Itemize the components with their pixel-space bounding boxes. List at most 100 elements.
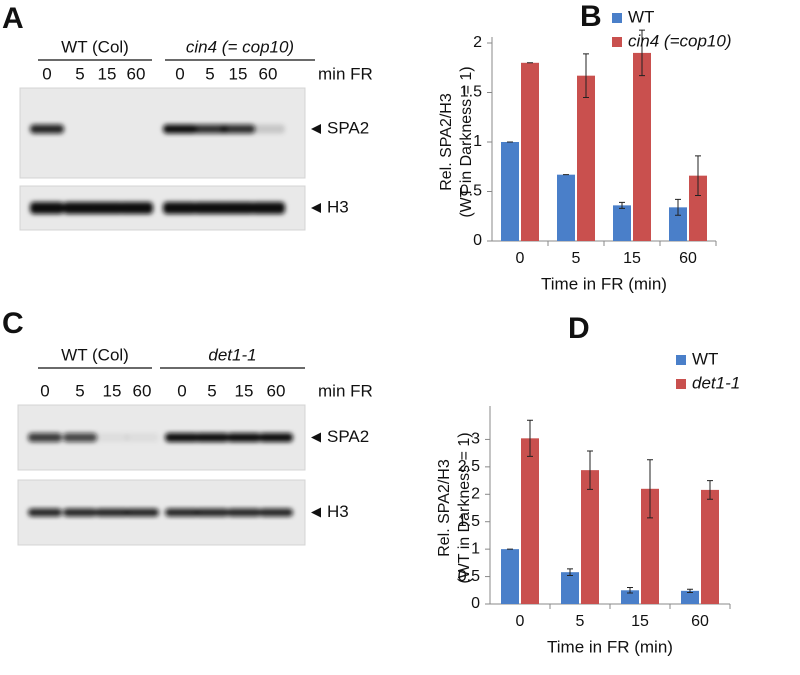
band	[251, 202, 285, 214]
bar	[613, 205, 631, 241]
band-label: SPA2	[327, 118, 369, 137]
legend-swatch	[676, 355, 686, 365]
y-tick-label: 1.5	[460, 84, 482, 101]
lane-label: 0	[177, 381, 186, 400]
lane-label: 15	[229, 64, 248, 83]
y-tick-label: 2	[473, 34, 482, 51]
band	[259, 433, 293, 442]
lane-label: 60	[133, 381, 152, 400]
x-tick-label: 15	[631, 613, 649, 630]
bar	[557, 174, 575, 241]
error-bar	[627, 587, 633, 594]
band-arrow	[311, 203, 321, 213]
y-tick-label: 2.5	[458, 458, 480, 475]
band-arrow	[311, 124, 321, 134]
panel-label: B	[580, 0, 602, 33]
error-bar	[687, 588, 693, 593]
band	[163, 124, 197, 134]
legend-label: det1-1	[692, 373, 740, 392]
panel-label: C	[2, 307, 24, 340]
x-tick-label: 15	[623, 250, 641, 267]
band	[90, 202, 124, 214]
band	[259, 508, 293, 517]
band	[193, 202, 227, 214]
x-tick-label: 5	[572, 250, 581, 267]
y-axis-label: (WT in Darkness = 1)	[458, 66, 475, 217]
x-tick-label: 60	[691, 613, 709, 630]
legend-label: cin4 (=cop10)	[628, 31, 731, 50]
band	[30, 202, 64, 214]
y-tick-label: 0.5	[460, 183, 482, 200]
y-tick-label: 3	[471, 431, 480, 448]
lane-label: 5	[75, 64, 84, 83]
band	[221, 202, 255, 214]
error-bar	[639, 29, 645, 77]
bar	[561, 572, 579, 604]
lane-label: 60	[127, 64, 146, 83]
band	[28, 508, 62, 517]
panel-label: A	[2, 2, 24, 35]
band	[30, 124, 64, 134]
error-bar	[647, 459, 653, 519]
lane-label: 0	[42, 64, 51, 83]
lane-label: 15	[98, 64, 117, 83]
band	[165, 508, 199, 517]
unit-label: min FR	[318, 381, 373, 400]
band	[95, 508, 129, 517]
lane-label: 5	[205, 64, 214, 83]
bar	[633, 52, 651, 242]
bar	[641, 488, 659, 604]
y-tick-label: 0.5	[458, 568, 480, 585]
x-tick-label: 5	[576, 613, 585, 630]
band	[95, 433, 129, 442]
bar	[521, 62, 539, 241]
bar	[669, 207, 687, 241]
legend-swatch	[612, 13, 622, 23]
error-bar	[587, 450, 593, 490]
panel-label: D	[568, 312, 590, 345]
band	[195, 433, 229, 442]
bar	[581, 470, 599, 604]
legend-label: WT	[692, 349, 718, 368]
x-tick-label: 0	[516, 613, 525, 630]
group-label: cin4 (= cop10)	[186, 37, 294, 56]
error-bar	[583, 53, 589, 98]
band-label: H3	[327, 502, 349, 521]
error-bar	[707, 480, 713, 500]
band	[227, 508, 261, 517]
bar	[681, 590, 699, 604]
blot-bands	[30, 124, 285, 134]
y-axis-label: (WT in Darkness = 1)	[456, 432, 473, 583]
blot-bands	[30, 202, 285, 214]
error-bar	[675, 198, 681, 216]
lane-label: 0	[40, 381, 49, 400]
lane-label: 60	[267, 381, 286, 400]
error-bar	[567, 568, 573, 576]
y-tick-label: 1.5	[458, 513, 480, 530]
y-tick-label: 0	[473, 232, 482, 249]
band	[125, 433, 159, 442]
band	[163, 202, 197, 214]
x-tick-label: 0	[516, 250, 525, 267]
legend-swatch	[612, 37, 622, 47]
error-bar	[695, 155, 701, 196]
band	[119, 202, 153, 214]
band	[28, 433, 62, 442]
legend-label: WT	[628, 7, 654, 26]
y-axis-label: Rel. SPA2/H3	[438, 93, 455, 191]
band	[125, 508, 159, 517]
bar	[689, 175, 707, 241]
bar	[701, 489, 719, 604]
y-tick-label: 1	[473, 133, 482, 150]
band-arrow	[311, 432, 321, 443]
lane-label: 15	[103, 381, 122, 400]
unit-label: min FR	[318, 64, 373, 83]
lane-label: 5	[75, 381, 84, 400]
y-tick-label: 0	[471, 595, 480, 612]
y-axis-label: Rel. SPA2/H3	[436, 459, 453, 557]
blot-bands	[28, 508, 293, 517]
x-axis-label: Time in FR (min)	[547, 637, 673, 656]
bar	[501, 142, 519, 241]
band	[221, 124, 255, 134]
